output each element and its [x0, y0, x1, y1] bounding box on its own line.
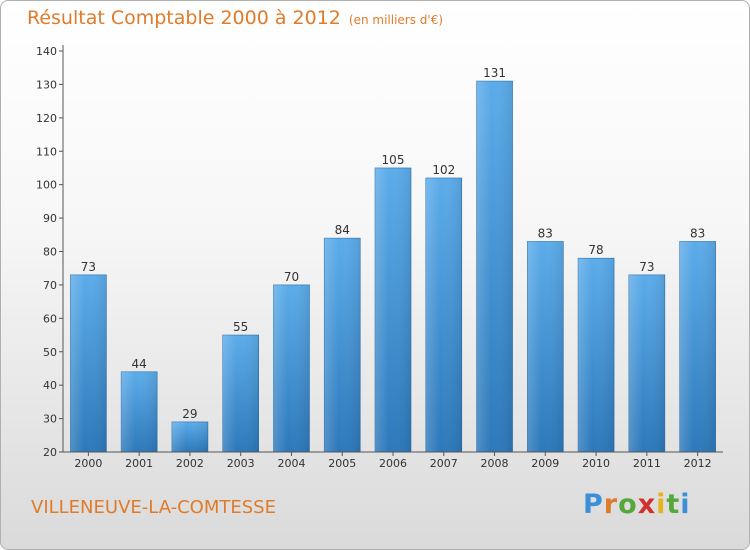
bar-highlight: [171, 421, 208, 452]
x-tick-label: 2002: [176, 457, 204, 470]
data-label: 73: [81, 260, 96, 274]
bar-highlight: [324, 238, 361, 452]
y-tick-label: 50: [43, 346, 57, 359]
x-tick-label: 2010: [582, 457, 610, 470]
data-label: 70: [284, 270, 299, 284]
data-label: 105: [382, 153, 405, 167]
y-tick-label: 60: [43, 312, 57, 325]
bar-highlight: [375, 167, 411, 453]
chart-title-row: Résultat Comptable 2000 à 2012 (en millie…: [27, 7, 443, 29]
x-tick-label: 2007: [430, 457, 458, 470]
y-tick-label: 40: [43, 379, 57, 392]
data-label: 55: [233, 320, 248, 334]
logo-letter: P: [583, 489, 604, 520]
bar-highlight: [121, 371, 158, 452]
bar-highlight: [679, 241, 716, 452]
y-tick-label: 30: [43, 413, 57, 426]
bar-highlight: [476, 81, 513, 452]
y-tick-label: 120: [36, 112, 57, 125]
x-tick-label: 2009: [531, 457, 559, 470]
logo-letter: r: [603, 489, 619, 520]
bar-highlight: [425, 177, 462, 452]
bar-highlight: [70, 274, 107, 452]
x-tick-label: 2001: [125, 457, 153, 470]
y-tick-label: 100: [36, 179, 57, 192]
bar-highlight: [628, 274, 665, 452]
x-tick-label: 2011: [633, 457, 661, 470]
x-tick-label: 2012: [684, 457, 712, 470]
logo-letter: i: [656, 489, 667, 520]
x-tick-label: 2005: [328, 457, 356, 470]
data-label: 131: [483, 66, 506, 80]
data-label: 29: [182, 407, 197, 421]
logo-letter: i: [680, 489, 691, 520]
y-tick-label: 90: [43, 212, 57, 225]
x-tick-label: 2004: [277, 457, 305, 470]
bar-highlight: [527, 241, 564, 452]
y-tick-label: 80: [43, 246, 57, 259]
logo-letter: x: [637, 489, 657, 520]
bar-highlight: [222, 335, 259, 452]
x-tick-label: 2003: [227, 457, 255, 470]
y-tick-label: 20: [43, 446, 57, 459]
data-label: 44: [132, 357, 147, 371]
data-label: 73: [639, 260, 654, 274]
y-tick-label: 130: [36, 78, 57, 91]
bar-highlight: [273, 284, 310, 452]
chart-title: Résultat Comptable 2000 à 2012: [27, 7, 341, 29]
y-tick-label: 140: [36, 45, 57, 58]
y-tick-label: 110: [36, 145, 57, 158]
data-label: 83: [538, 226, 553, 240]
x-tick-label: 2006: [379, 457, 407, 470]
commune-name: VILLENEUVE-LA-COMTESSE: [31, 497, 276, 518]
data-label: 102: [432, 163, 455, 177]
logo-letter: t: [666, 489, 681, 520]
y-tick-label: 70: [43, 279, 57, 292]
data-label: 78: [588, 243, 603, 257]
bar-highlight: [578, 258, 615, 452]
data-label: 84: [335, 223, 350, 237]
proxiti-logo: Proxiti: [583, 489, 691, 520]
x-tick-label: 2008: [481, 457, 509, 470]
x-tick-label: 2000: [74, 457, 102, 470]
chart-unit: (en milliers d'€): [348, 13, 444, 27]
data-label: 83: [690, 226, 705, 240]
logo-letter: o: [618, 489, 638, 520]
